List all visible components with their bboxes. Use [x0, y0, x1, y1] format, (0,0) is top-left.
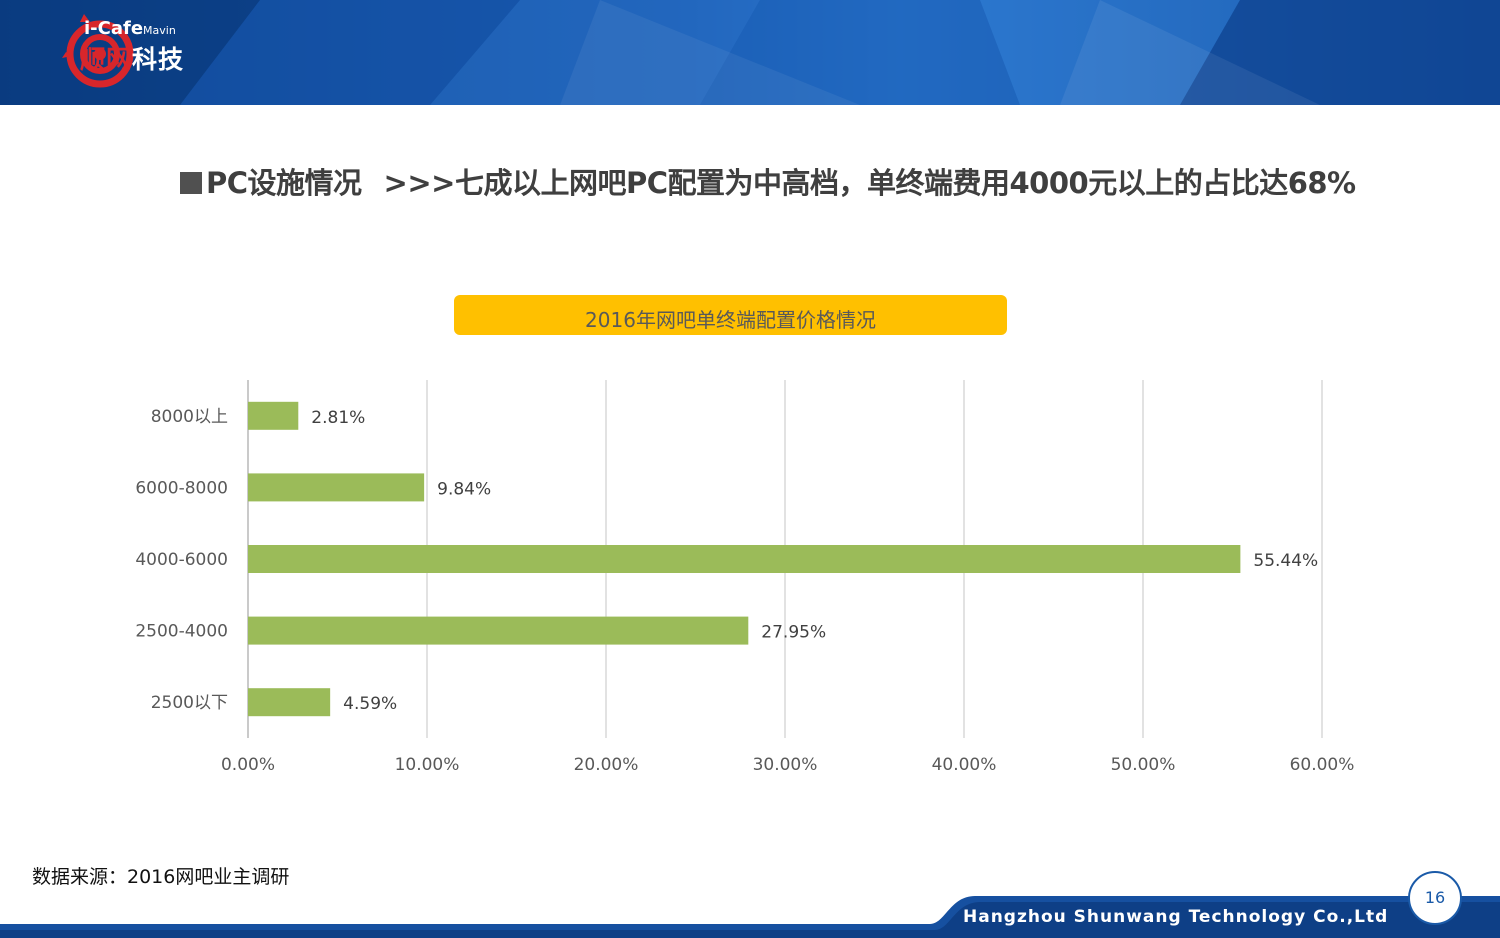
data-label: 27.95% — [761, 623, 826, 643]
bullet-square-icon — [180, 172, 202, 194]
footer-banner — [0, 896, 1500, 938]
header-banner: i-CafeMavin 顺网科技 — [0, 0, 1500, 105]
bar — [248, 401, 299, 430]
bar — [248, 545, 1241, 573]
company-logo — [62, 12, 302, 92]
x-tick-label: 50.00% — [1111, 755, 1176, 775]
x-tick-label: 30.00% — [753, 755, 818, 775]
headline-text: >>>七成以上网吧PC配置为中高档，单终端费用4000元以上的占比达68% — [383, 166, 1357, 200]
logo-text-bottom: 顺网科技 — [80, 45, 185, 74]
logo-target-icon — [62, 14, 134, 88]
header-background-pattern — [0, 0, 1500, 105]
x-tick-label: 10.00% — [395, 755, 460, 775]
y-category-label: 6000-8000 — [135, 478, 228, 498]
x-tick-label: 20.00% — [574, 755, 639, 775]
chart-title: 2016年网吧单终端配置价格情况 — [454, 295, 1007, 335]
x-tick-label: 0.00% — [221, 755, 275, 775]
footer-company-name: Hangzhou Shunwang Technology Co.,Ltd — [963, 907, 1389, 927]
bar — [248, 473, 425, 502]
page-headline: PC设施情况 >>>七成以上网吧PC配置为中高档，单终端费用4000元以上的占比达… — [180, 160, 1356, 202]
bar — [248, 688, 331, 717]
y-category-label: 4000-6000 — [135, 550, 228, 570]
page-number: 16 — [1408, 871, 1462, 925]
headline-section: PC设施情况 — [206, 166, 362, 200]
logo-text-top: i-CafeMavin — [84, 18, 176, 39]
data-source-note: 数据来源：2016网吧业主调研 — [32, 866, 290, 888]
y-category-label: 2500-4000 — [135, 622, 228, 642]
y-category-label: 8000以上 — [151, 407, 228, 427]
bar-chart: 0.00% 10.00% 20.00% 30.00% 40.00% 50.00% 60.00… — [135, 380, 1355, 775]
y-category-label: 2500以下 — [151, 693, 228, 713]
data-label: 4.59% — [343, 694, 397, 714]
x-tick-label: 60.00% — [1290, 755, 1355, 775]
x-tick-label: 40.00% — [932, 755, 997, 775]
data-label: 55.44% — [1253, 551, 1318, 571]
data-label: 9.84% — [437, 479, 491, 499]
data-label: 2.81% — [311, 408, 365, 428]
bar — [248, 616, 749, 645]
